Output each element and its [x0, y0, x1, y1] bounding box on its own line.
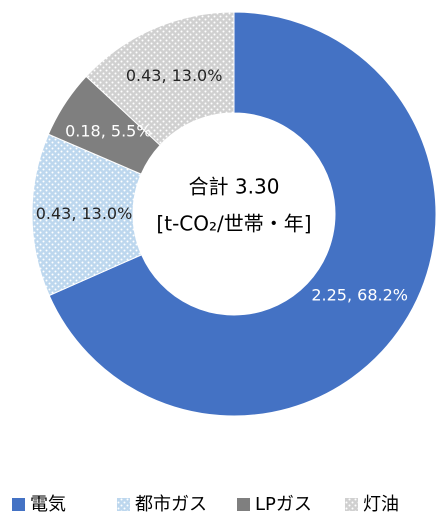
data-label: 0.43, 13.0%: [36, 204, 133, 223]
legend-swatch: [237, 498, 250, 511]
legend-label: 電気: [30, 494, 66, 515]
data-labels: 2.25, 68.2% 0.43, 13.0% 0.18, 5.5% 0.43, 13…: [36, 66, 408, 304]
center-unit: [t-CO₂/世帯・年]: [156, 212, 311, 236]
legend-swatch: [12, 498, 25, 511]
legend-label: 都市ガス: [135, 494, 207, 515]
legend-label: LPガス: [255, 494, 312, 515]
data-label: 0.18, 5.5%: [65, 122, 151, 141]
slices: [31, 11, 436, 417]
data-label: 2.25, 68.2%: [311, 285, 408, 304]
slice: [85, 11, 235, 146]
legend-label: 灯油: [363, 494, 399, 515]
slice: [48, 11, 436, 417]
legend: 電気 都市ガス LPガス 灯油: [12, 494, 399, 515]
center-title: 合計 3.30: [189, 175, 280, 199]
data-label: 0.43, 13.0%: [126, 66, 223, 85]
legend-swatch: [345, 498, 358, 511]
slice: [31, 133, 143, 297]
legend-swatch: [117, 498, 130, 511]
